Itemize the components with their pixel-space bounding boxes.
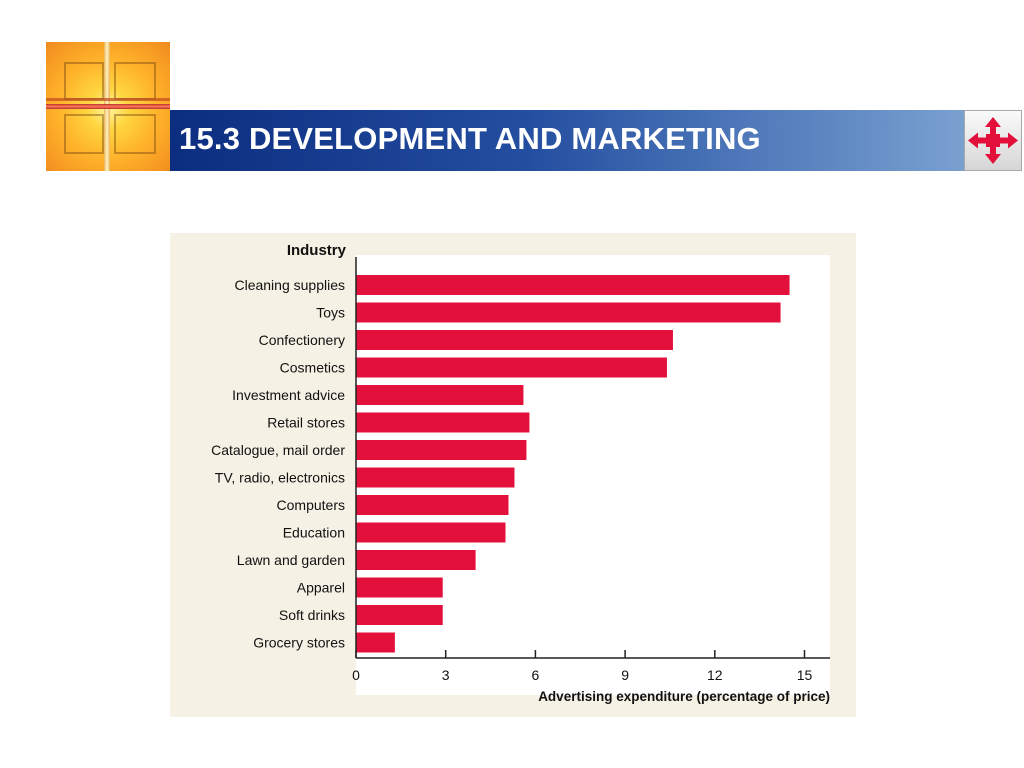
category-label: TV, radio, electronics: [215, 470, 345, 486]
category-label: Confectionery: [259, 332, 345, 348]
bar: [356, 577, 443, 598]
category-label: Catalogue, mail order: [211, 442, 345, 458]
category-label: Toys: [316, 305, 345, 321]
bar: [356, 412, 530, 433]
bar: [356, 605, 443, 625]
four-way-arrows-icon: [968, 117, 1018, 164]
bar: [356, 275, 790, 295]
category-label: Cosmetics: [280, 360, 345, 376]
category-label: Investment advice: [232, 387, 345, 403]
bar: [356, 385, 524, 405]
navigation-button[interactable]: [964, 110, 1022, 171]
bar: [356, 495, 509, 515]
category-label: Education: [283, 525, 345, 541]
page-title: 15.3 DEVELOPMENT AND MARKETING: [179, 121, 761, 156]
category-label: Computers: [277, 497, 345, 513]
title-bar: 15.3 DEVELOPMENT AND MARKETING: [170, 110, 965, 171]
bar: [356, 330, 673, 350]
category-header: Industry: [287, 242, 347, 259]
category-label: Retail stores: [267, 415, 345, 431]
category-label: Apparel: [297, 580, 345, 596]
bar: [356, 357, 667, 378]
x-tick-label: 3: [442, 667, 450, 683]
x-tick-label: 15: [797, 667, 813, 683]
chart-panel: Industry Cleaning supplies Toys Confection…: [170, 233, 856, 717]
bar: [356, 550, 476, 570]
bar: [356, 632, 395, 653]
bar: [356, 440, 527, 460]
x-tick-label: 9: [621, 667, 629, 683]
bar: [356, 522, 506, 543]
category-label: Cleaning supplies: [234, 277, 345, 293]
category-label: Lawn and garden: [237, 552, 345, 568]
bar-chart: Industry Cleaning supplies Toys Confection…: [211, 242, 830, 704]
category-label: Soft drinks: [279, 607, 345, 623]
x-axis-label: Advertising expenditure (percentage of p…: [538, 689, 830, 704]
x-tick-label: 0: [352, 667, 360, 683]
bar: [356, 467, 515, 488]
bar: [356, 302, 781, 323]
cross-window-logo-icon: [46, 42, 170, 171]
x-tick-label: 12: [707, 667, 723, 683]
category-label: Grocery stores: [253, 635, 345, 651]
x-tick-label: 6: [532, 667, 540, 683]
